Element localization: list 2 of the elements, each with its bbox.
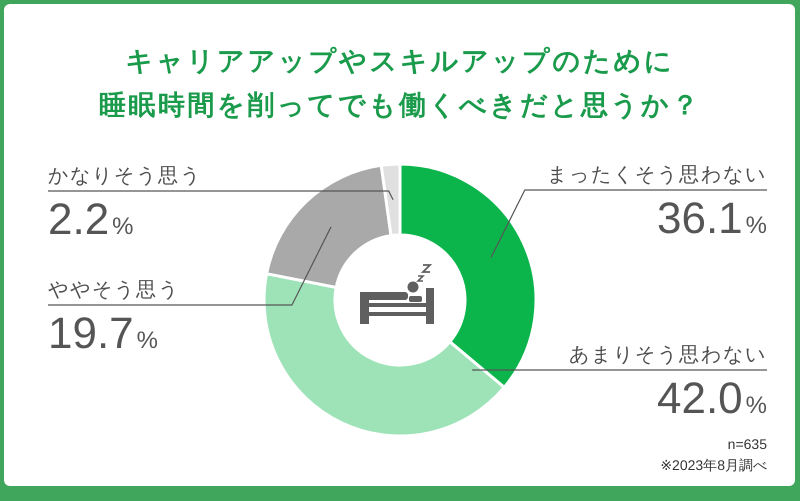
title: キャリアアップやスキルアップのために睡眠時間を削ってでも働くべきだと思うか？ (99, 46, 701, 120)
annotations: n=635 ※2023年8月調べ (660, 436, 767, 473)
